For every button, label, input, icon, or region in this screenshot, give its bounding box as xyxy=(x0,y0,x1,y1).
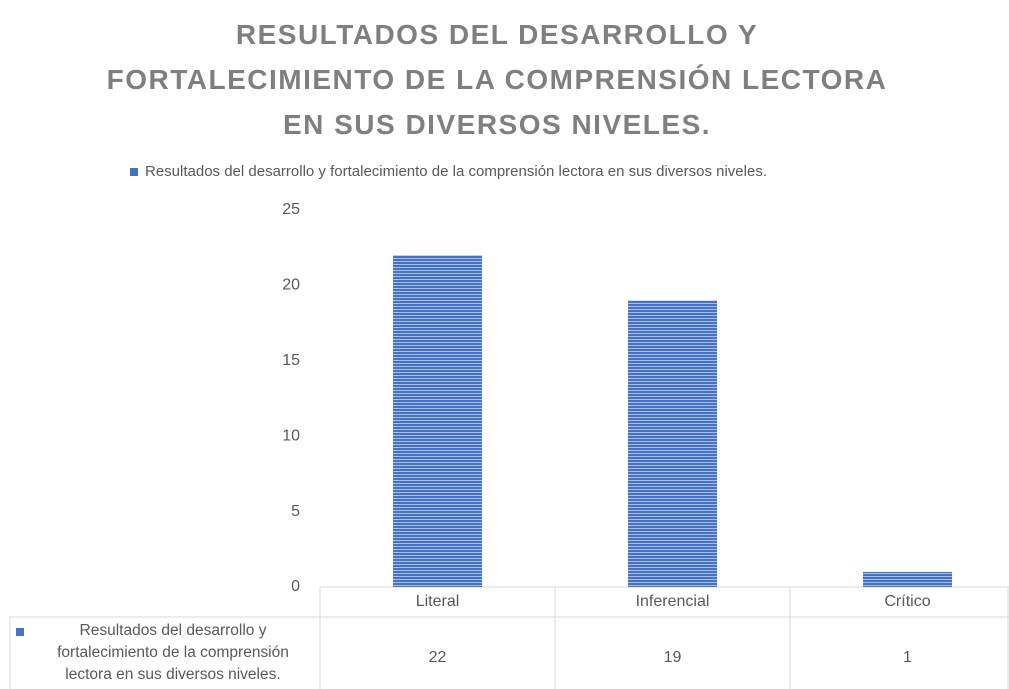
table-row-header: Resultados del desarrollo y fortalecimie… xyxy=(57,622,289,683)
bar xyxy=(628,300,717,587)
table-value: 1 xyxy=(903,649,912,666)
y-tick-label: 5 xyxy=(291,503,300,520)
table-value: 19 xyxy=(664,649,682,666)
legend-label: Resultados del desarrollo y fortalecimie… xyxy=(145,163,767,180)
legend-marker xyxy=(130,168,138,176)
table-value: 22 xyxy=(429,649,447,666)
y-tick-label: 25 xyxy=(282,201,300,218)
y-tick-label: 20 xyxy=(282,277,300,294)
bar xyxy=(863,571,952,587)
y-tick-label: 15 xyxy=(282,352,300,369)
x-tick-label: Inferencial xyxy=(636,593,710,610)
chart-title: RESULTADOS DEL DESARROLLO Y FORTALECIMIE… xyxy=(106,19,888,140)
y-tick-label: 10 xyxy=(282,427,300,444)
table-legend-marker xyxy=(16,628,24,636)
x-tick-label: Literal xyxy=(416,593,460,610)
y-tick-label: 0 xyxy=(291,578,300,595)
row-header-box: Resultados del desarrollo y fortalecimie… xyxy=(57,622,289,683)
x-tick-label: Crítico xyxy=(884,593,930,610)
title-box: RESULTADOS DEL DESARROLLO Y FORTALECIMIE… xyxy=(106,19,888,140)
bar xyxy=(393,255,482,588)
